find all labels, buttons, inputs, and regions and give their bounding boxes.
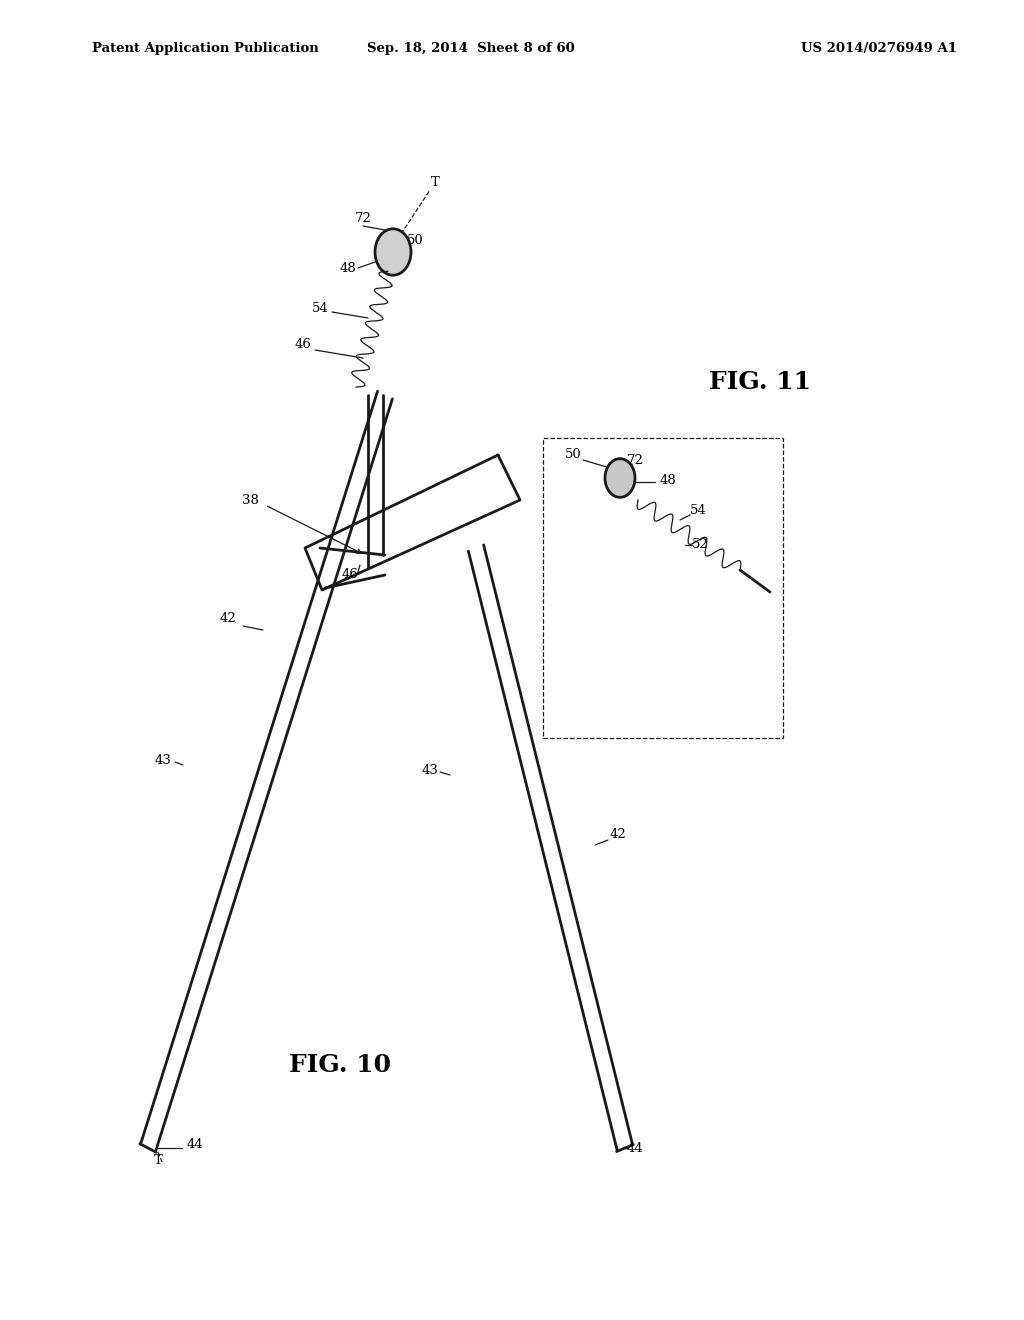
Circle shape <box>375 228 411 275</box>
Text: 72: 72 <box>627 454 643 466</box>
Text: 43: 43 <box>155 754 171 767</box>
Text: 46: 46 <box>295 338 311 351</box>
Text: 44: 44 <box>186 1138 204 1151</box>
Text: T: T <box>431 177 439 190</box>
Text: FIG. 10: FIG. 10 <box>289 1053 391 1077</box>
Text: FIG. 11: FIG. 11 <box>709 370 811 393</box>
Text: 54: 54 <box>689 503 707 516</box>
Circle shape <box>605 458 635 498</box>
Text: 42: 42 <box>609 829 627 842</box>
Bar <box>543 438 783 738</box>
Text: 43: 43 <box>422 763 438 776</box>
Text: 50: 50 <box>407 234 423 247</box>
Text: 52: 52 <box>691 539 709 552</box>
Text: 42: 42 <box>219 611 237 624</box>
Text: Sep. 18, 2014  Sheet 8 of 60: Sep. 18, 2014 Sheet 8 of 60 <box>368 42 574 55</box>
Text: 72: 72 <box>354 211 372 224</box>
Text: 38: 38 <box>242 494 258 507</box>
Text: US 2014/0276949 A1: US 2014/0276949 A1 <box>802 42 957 55</box>
Text: 54: 54 <box>311 301 329 314</box>
Text: 44: 44 <box>627 1142 643 1155</box>
Text: 48: 48 <box>659 474 677 487</box>
Text: 48: 48 <box>340 261 356 275</box>
Text: Patent Application Publication: Patent Application Publication <box>92 42 318 55</box>
Text: T: T <box>154 1154 163 1167</box>
Text: 46: 46 <box>342 569 358 582</box>
Text: 50: 50 <box>564 449 582 462</box>
